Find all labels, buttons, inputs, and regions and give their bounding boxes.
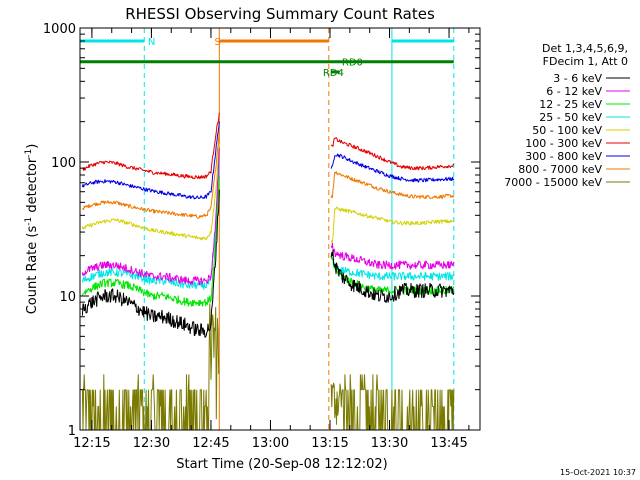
flag-label-4: RD0 [342, 58, 363, 69]
series-line-0 [81, 189, 455, 338]
legend-label-3: 25 - 50 keV [539, 111, 602, 124]
legend-label-8: 7000 - 15000 keV [504, 176, 602, 189]
footer-timestamp: 15-Oct-2021 10:37 [560, 468, 636, 477]
y-axis: 1 10 100 1000 [43, 22, 480, 439]
legend: Det 1,3,4,5,6,9,FDecim 1, Att 0 3 - 6 keV… [504, 42, 630, 189]
y-tick-label-1: 10 [59, 290, 76, 305]
legend-header-1: FDecim 1, Att 0 [543, 55, 628, 68]
y-axis-label-sup1: -1 [24, 217, 34, 226]
y-tick-label-0: 1 [68, 424, 76, 439]
legend-label-1: 6 - 12 keV [546, 85, 602, 98]
x-tick-label-2: 12:45 [192, 436, 229, 451]
series-line-4 [81, 144, 455, 243]
flag-label-0: N [148, 37, 155, 48]
legend-label-7: 800 - 7000 keV [518, 163, 602, 176]
series-line-6 [81, 121, 455, 200]
y-tick-label-2: 100 [51, 156, 76, 171]
series-line-7 [81, 132, 455, 219]
legend-header-0: Det 1,3,4,5,6,9, [542, 42, 628, 55]
flag-label-3: RD4 [323, 68, 344, 79]
y-axis-label-close: ) [25, 144, 40, 149]
legend-label-6: 300 - 800 keV [525, 150, 602, 163]
y-axis-label-main: Count Rate (s [25, 226, 40, 315]
x-axis-label: Start Time (20-Sep-08 12:12:02) [176, 457, 387, 472]
y-axis-label-mid: detector [25, 157, 40, 217]
chart-title: RHESSI Observing Summary Count Rates [125, 5, 435, 23]
legend-label-0: 3 - 6 keV [553, 72, 602, 85]
y-axis-label: Count Rate (s-1 detector-1) [24, 144, 40, 315]
series-line-1 [81, 148, 455, 286]
flag-label-1: S [215, 37, 221, 48]
legend-label-5: 100 - 300 keV [525, 137, 602, 150]
x-tick-label-0: 12:15 [73, 436, 110, 451]
legend-label-4: 50 - 100 keV [532, 124, 602, 137]
y-axis-label-sup2: -1 [24, 149, 34, 158]
x-axis: 12:15 12:30 12:45 13:00 13:15 13:30 13:45 [73, 28, 470, 451]
x-tick-label-4: 13:15 [311, 436, 348, 451]
x-tick-label-3: 13:00 [252, 436, 289, 451]
series-line-5 [82, 112, 455, 180]
x-tick-label-1: 12:30 [133, 436, 170, 451]
plot-frame [79, 27, 481, 431]
x-tick-label-5: 13:30 [371, 436, 408, 451]
y-tick-label-3: 1000 [43, 22, 76, 37]
x-tick-label-6: 13:45 [430, 436, 467, 451]
series-line-3 [81, 158, 455, 290]
legend-label-2: 12 - 25 keV [539, 98, 602, 111]
